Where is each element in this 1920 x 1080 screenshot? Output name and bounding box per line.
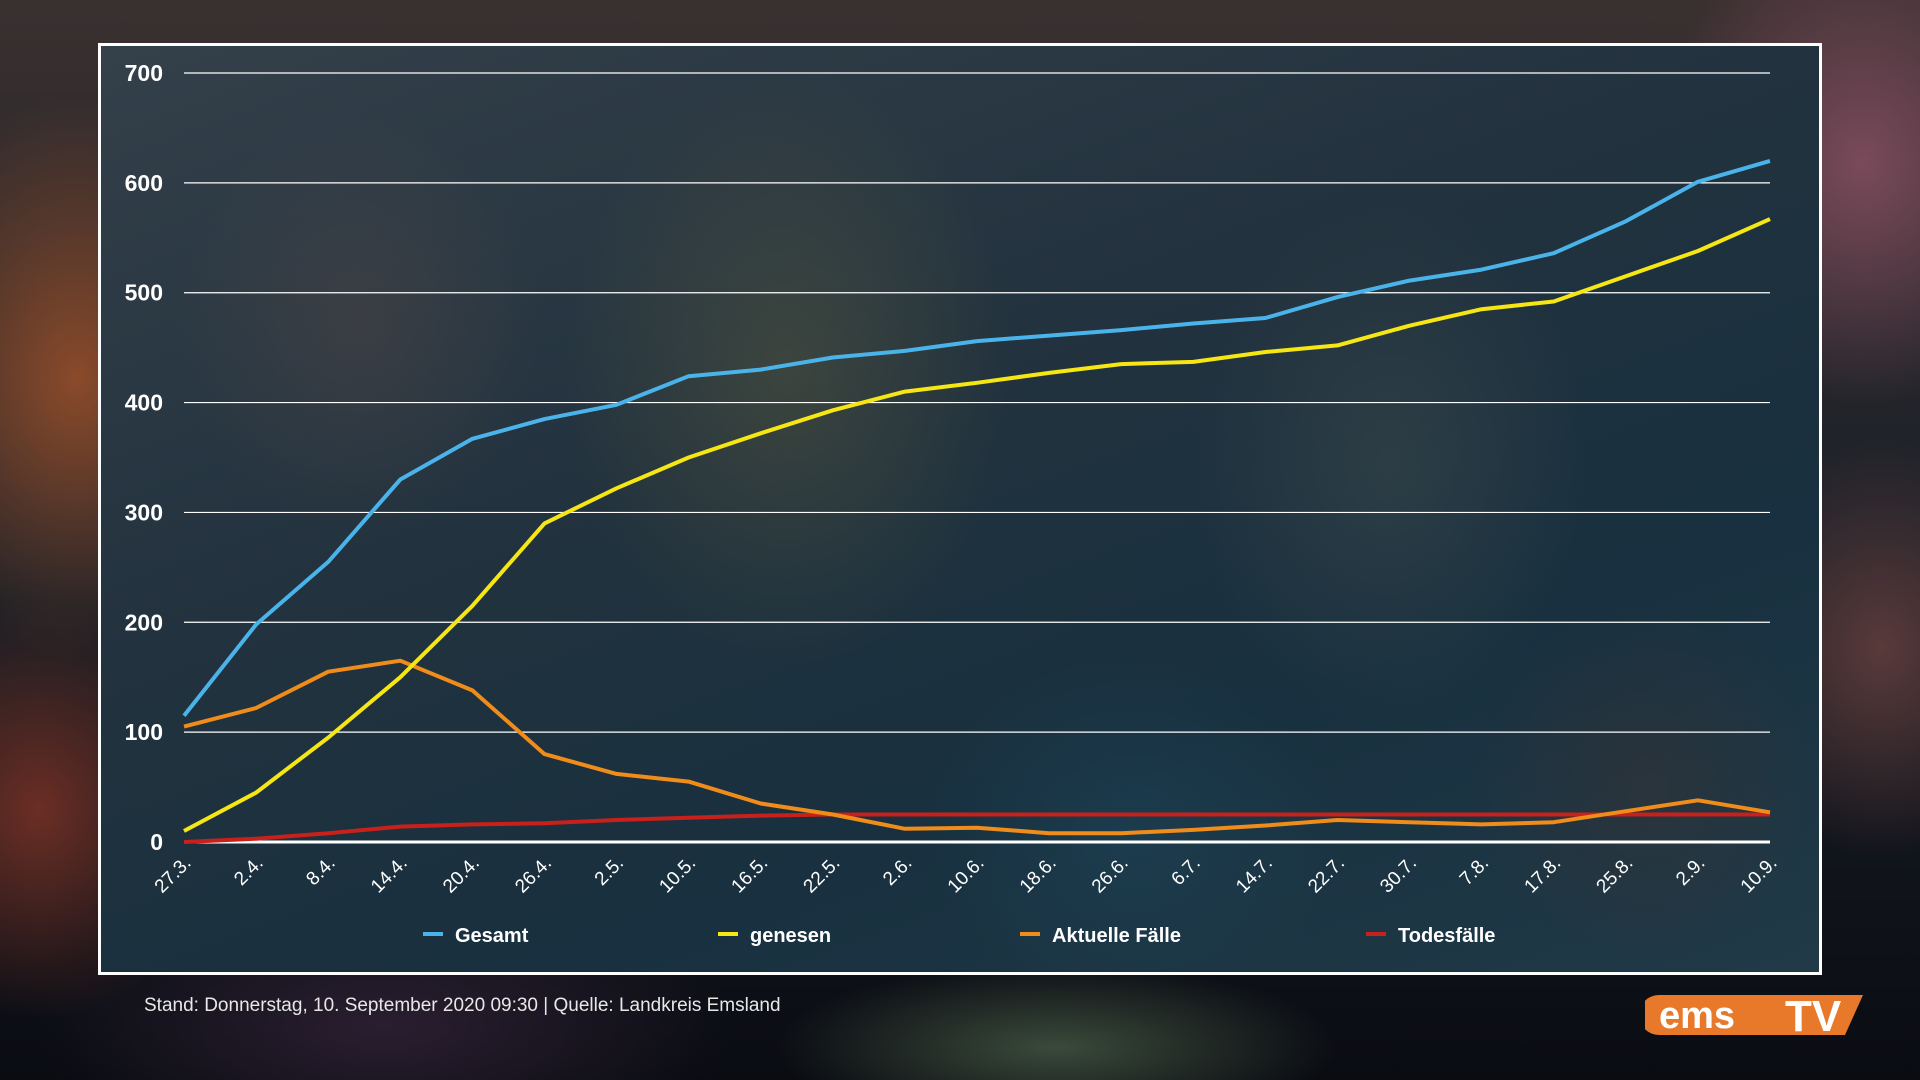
x-tick-label: 2.5. — [591, 853, 628, 890]
series-line-genesen — [183, 217, 1771, 833]
x-tick-label: 14.7. — [1232, 853, 1277, 898]
x-tick-label: 22.5. — [800, 853, 845, 898]
x-tick-label: 26.4. — [511, 853, 556, 898]
x-tick-label: 6.7. — [1168, 853, 1205, 890]
x-tick-label: 10.9. — [1737, 853, 1782, 898]
legend-label: Todesfälle — [1398, 925, 1495, 947]
legend-label: genesen — [750, 925, 831, 947]
y-tick-label: 600 — [125, 170, 163, 196]
x-tick-label: 10.5. — [655, 853, 700, 898]
x-tick-label: 10.6. — [944, 853, 989, 898]
x-tick-label: 8.4. — [302, 853, 339, 890]
y-tick-label: 0 — [150, 829, 163, 855]
source-footer: Stand: Donnerstag, 10. September 2020 09… — [144, 995, 781, 1016]
legend-label: Aktuelle Fälle — [1052, 925, 1181, 947]
chart-frame — [98, 43, 1822, 975]
x-tick-label: 2.4. — [230, 853, 267, 890]
series-line-aktuelle-fälle — [183, 658, 1771, 836]
x-tick-label: 30.7. — [1376, 853, 1421, 898]
x-tick-label: 20.4. — [439, 853, 484, 898]
ems-tv-logo: ems TV — [1645, 993, 1863, 1037]
y-tick-label: 200 — [125, 609, 163, 635]
y-tick-label: 400 — [125, 390, 163, 416]
x-tick-label: 2.6. — [879, 853, 916, 890]
svg-text:TV: TV — [1785, 993, 1842, 1037]
x-tick-label: 22.7. — [1304, 853, 1349, 898]
x-tick-label: 25.8. — [1593, 853, 1638, 898]
svg-text:ems: ems — [1659, 995, 1735, 1037]
y-tick-label: 100 — [125, 719, 163, 745]
x-tick-label: 18.6. — [1016, 853, 1061, 898]
x-tick-label: 14.4. — [367, 853, 412, 898]
x-tick-label: 2.9. — [1672, 853, 1709, 890]
x-tick-label: 17.8. — [1521, 853, 1566, 898]
series-line-todesfälle — [183, 812, 1770, 844]
y-tick-label: 500 — [125, 280, 163, 306]
series-line-gesamt — [182, 158, 1771, 717]
y-tick-label: 300 — [125, 499, 163, 525]
x-tick-label: 26.6. — [1088, 853, 1133, 898]
x-tick-label: 27.3. — [151, 853, 196, 898]
y-tick-label: 700 — [125, 60, 163, 86]
x-tick-label: 7.8. — [1456, 853, 1493, 890]
x-tick-label: 16.5. — [728, 853, 773, 898]
legend-label: Gesamt — [455, 925, 529, 947]
